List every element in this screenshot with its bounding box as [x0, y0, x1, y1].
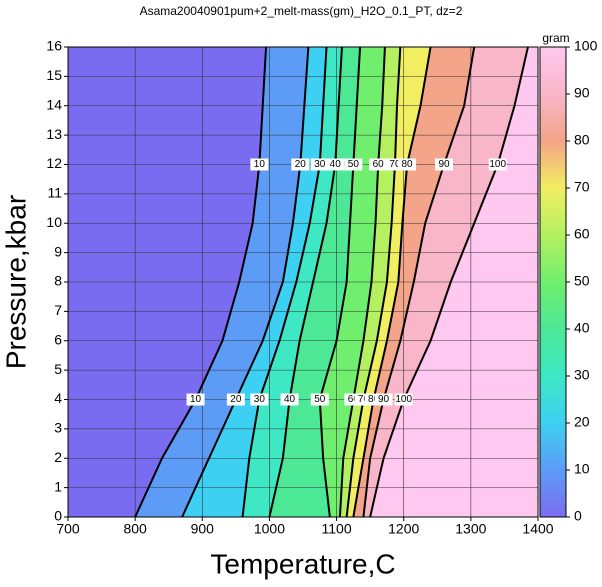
x-tick-label: 1200 — [388, 521, 419, 537]
contour-line — [134, 47, 268, 517]
colorbar-tick-label: 10 — [574, 461, 590, 477]
contour-label: 30 — [314, 159, 326, 170]
contour-line — [362, 47, 476, 517]
contour-label: 70 — [389, 159, 401, 170]
contour-line — [181, 47, 310, 517]
contour-line — [369, 47, 529, 517]
y-axis-label: Pressure,kbar — [0, 195, 31, 369]
x-tick-label: 700 — [56, 521, 80, 537]
y-tick-label: 9 — [54, 243, 62, 259]
x-tick-label: 800 — [123, 521, 147, 537]
colorbar-tick-label: 60 — [574, 226, 590, 242]
colorbar-tick-label: 70 — [574, 179, 590, 195]
contour-label: 90 — [438, 159, 450, 170]
y-tick-label: 12 — [46, 155, 62, 171]
contour-label: 60 — [348, 394, 360, 405]
chart-title: Asama20040901pum+2_melt-mass(gm)_H2O_0.1… — [140, 4, 463, 18]
y-tick-label: 5 — [54, 361, 62, 377]
contour-label: 40 — [330, 159, 342, 170]
x-tick-label: 1100 — [322, 521, 352, 537]
colorbar-tick-label: 20 — [574, 414, 590, 430]
contour-label-bg — [250, 393, 269, 406]
contour-label: 50 — [348, 159, 360, 170]
y-tick-label: 16 — [46, 38, 62, 54]
contour-label-bg — [488, 158, 507, 171]
contour-label-bg — [310, 393, 329, 406]
contour-label-bg — [394, 393, 413, 406]
contour-label-bg — [435, 158, 453, 171]
y-tick-label: 13 — [46, 126, 62, 142]
contour-label: 60 — [373, 159, 385, 170]
colorbar-tick-label: 0 — [574, 508, 582, 524]
contour-label-bg — [398, 158, 417, 171]
colorbar-tick-label: 40 — [574, 320, 590, 336]
y-tick-label: 14 — [46, 96, 62, 112]
colorbar-tick-label: 100 — [574, 38, 598, 54]
colorbar-tick-label: 80 — [574, 132, 590, 148]
y-tick-label: 2 — [54, 449, 62, 465]
contour-line — [268, 47, 343, 517]
contour-label: 20 — [230, 394, 242, 405]
plot-area: 1010202030304040505060607070808090901001… — [68, 47, 538, 517]
y-tick-label: 8 — [54, 273, 62, 289]
plot-frame — [67, 46, 539, 518]
contour-label-bg — [250, 158, 269, 171]
contour-label: 10 — [190, 394, 202, 405]
x-tick-label: 1000 — [254, 521, 285, 537]
colorbar-tick-label: 30 — [574, 367, 590, 383]
contour-line — [338, 47, 386, 517]
contour-label-bg — [326, 158, 345, 171]
contour-label: 20 — [295, 159, 307, 170]
x-tick-label: 900 — [191, 521, 215, 537]
contour-label-bg — [280, 393, 299, 406]
contour-label: 90 — [378, 394, 390, 405]
x-tick-label: 1400 — [522, 521, 553, 537]
axes: 700 800 900 1000 1100 1200 1300 140001234567891… — [46, 38, 553, 537]
colorbar-tick-label: 50 — [574, 273, 590, 289]
colorbar-label: gram — [542, 31, 569, 45]
contour-line — [241, 47, 328, 517]
contour-label: 50 — [314, 394, 326, 405]
y-tick-label: 15 — [46, 67, 62, 83]
y-tick-label: 0 — [54, 508, 62, 524]
contour-label: 100 — [395, 394, 412, 405]
y-tick-label: 4 — [54, 390, 62, 406]
contour-label: 100 — [489, 159, 506, 170]
contour-label-bg — [186, 393, 205, 406]
contour-label-bg — [344, 158, 363, 171]
contour-line — [318, 47, 362, 517]
y-tick-label: 10 — [46, 214, 62, 230]
contour-label-bg — [291, 158, 310, 171]
x-axis-label: Temperature,C — [210, 548, 395, 579]
y-tick-label: 7 — [54, 302, 62, 318]
contour-label-bg — [369, 158, 388, 171]
contour-line — [352, 47, 432, 517]
contour-label: 80 — [368, 394, 380, 405]
x-tick-label: 1300 — [455, 521, 486, 537]
y-tick-label: 3 — [54, 420, 62, 436]
colorbar — [539, 46, 567, 518]
y-tick-label: 6 — [54, 331, 62, 347]
contour-line — [345, 47, 402, 517]
contour-label: 10 — [254, 159, 266, 170]
contour-label: 70 — [358, 394, 370, 405]
colorbar-tick-label: 90 — [574, 85, 590, 101]
contour-label-bg — [226, 393, 245, 406]
contour-label-bg — [374, 393, 393, 406]
y-tick-label: 11 — [47, 185, 62, 201]
contour-label: 80 — [402, 159, 414, 170]
y-tick-label: 1 — [54, 478, 62, 494]
contour-label-bg — [310, 158, 329, 171]
contour-label: 40 — [284, 394, 296, 405]
contour-label: 30 — [254, 394, 266, 405]
